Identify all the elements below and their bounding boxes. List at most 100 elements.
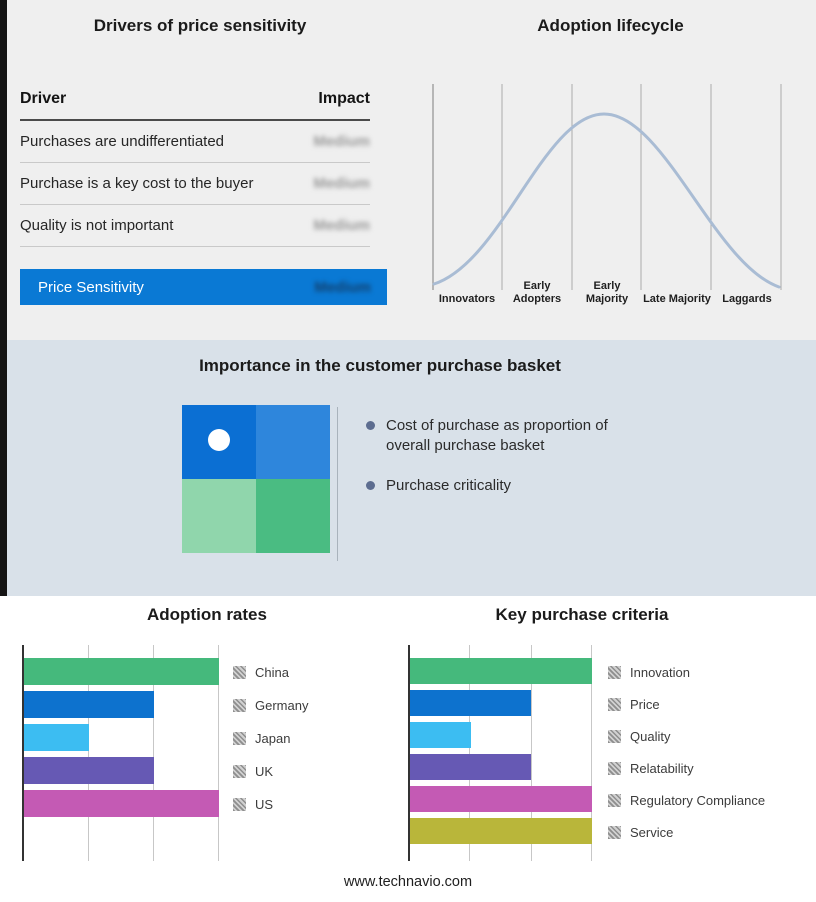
- bell-curve: [432, 112, 781, 289]
- legend-label: UK: [255, 764, 274, 779]
- price-sensitivity-summary-bar: Price Sensitivity Medium: [20, 269, 387, 305]
- legend-item-quality: Quality: [608, 729, 670, 744]
- gridline: [531, 645, 532, 861]
- driver-cell: Purchase is a key cost to the buyer: [20, 175, 254, 192]
- legend-item-relatability: Relatability: [608, 761, 694, 776]
- lifecycle-panel-title: Adoption lifecycle: [537, 16, 684, 35]
- bar-quality: [410, 722, 471, 748]
- legend-swatch-icon: [233, 798, 246, 811]
- legend-swatch-icon: [233, 666, 246, 679]
- legend-label: Quality: [630, 728, 671, 744]
- list-item: Cost of purchase as proportion of overal…: [366, 416, 656, 457]
- left-edge-strip: [0, 0, 7, 596]
- stage-label-innovators: Innovators: [438, 292, 496, 305]
- stage-label-early-majority: Early Majority: [585, 279, 629, 305]
- basket-bullet-list: Cost of purchase as proportion of overal…: [366, 416, 656, 515]
- adoption-rates-chart: [22, 645, 219, 861]
- legend-swatch-icon: [608, 665, 621, 679]
- bullet-icon: [366, 421, 375, 430]
- driver-cell: Purchases are undifferentiated: [20, 133, 225, 150]
- list-item: Purchase criticality: [366, 476, 656, 496]
- impact-cell-blurred: Medium: [313, 133, 370, 150]
- gridline: [469, 645, 470, 861]
- position-dot-icon: [208, 429, 230, 451]
- bell-curve-svg: [432, 84, 782, 290]
- bar-regulatory-compliance: [410, 786, 592, 812]
- drivers-table: Driver Impact Purchases are undifferenti…: [20, 90, 387, 305]
- driver-column-header: Driver: [20, 90, 67, 107]
- legend-item-us: US: [233, 797, 273, 812]
- legend-swatch-icon: [608, 697, 621, 711]
- table-row: Quality is not important Medium: [20, 205, 370, 247]
- legend-swatch-icon: [608, 761, 621, 775]
- legend-item-innovation: Innovation: [608, 665, 690, 680]
- legend-label: Germany: [255, 698, 309, 713]
- bullet-text: Purchase criticality: [386, 476, 512, 494]
- impact-cell-blurred: Medium: [313, 175, 370, 192]
- legend-item-germany: Germany: [233, 698, 308, 713]
- legend-swatch-icon: [233, 699, 246, 712]
- legend-label: Relatability: [630, 760, 694, 776]
- table-row: Purchases are undifferentiated Medium: [20, 121, 370, 163]
- bar-uk: [24, 757, 154, 784]
- quadrant-cell-bottom-right: [256, 479, 330, 553]
- adoption-rates-title: Adoption rates: [147, 605, 267, 624]
- quadrant-cell-bottom-left: [182, 479, 256, 553]
- bar-china: [24, 658, 219, 685]
- legend-label: Service: [630, 824, 674, 840]
- quadrant-cell-top-left: [182, 405, 256, 479]
- basket-panel-title: Importance in the customer purchase bask…: [199, 356, 561, 375]
- website-url: www.technavio.com: [343, 874, 473, 890]
- key-purchase-criteria-title: Key purchase criteria: [495, 605, 669, 624]
- gridline: [153, 645, 154, 861]
- quadrant-divider-line: [337, 407, 338, 561]
- bar-relatability: [410, 754, 531, 780]
- legend-item-uk: UK: [233, 764, 273, 779]
- impact-column-header: Impact: [318, 90, 370, 107]
- legend-item-regulatory-compliance: Regulatory Compliance: [608, 793, 765, 808]
- legend-label: Price: [630, 696, 660, 712]
- legend-item-china: China: [233, 665, 289, 680]
- legend-label: China: [255, 665, 289, 680]
- legend-swatch-icon: [608, 825, 621, 839]
- drivers-panel-title: Drivers of price sensitivity: [93, 16, 307, 35]
- gridline: [218, 645, 219, 861]
- quadrant-cell-top-right: [256, 405, 330, 479]
- lifecycle-chart: [432, 84, 782, 290]
- legend-swatch-icon: [233, 765, 246, 778]
- axis-line: [22, 645, 24, 861]
- key-purchase-criteria-chart: [408, 645, 592, 861]
- legend-label: Regulatory Compliance: [630, 792, 766, 808]
- bar-price: [410, 690, 531, 716]
- gridline: [88, 645, 89, 861]
- stage-label-early-adopters: Early Adopters: [512, 279, 562, 305]
- legend-swatch-icon: [608, 793, 621, 807]
- bullet-text: Cost of purchase as proportion of overal…: [386, 417, 608, 455]
- bar-us: [24, 790, 219, 817]
- legend-item-service: Service: [608, 825, 673, 840]
- legend-swatch-icon: [608, 729, 621, 743]
- price-sensitivity-label: Price Sensitivity: [38, 278, 144, 296]
- axis-line: [408, 645, 410, 861]
- impact-cell-blurred: Medium: [313, 217, 370, 234]
- legend-label: Innovation: [630, 664, 690, 680]
- purchase-basket-quadrant: [182, 405, 330, 553]
- bullet-icon: [366, 480, 375, 490]
- driver-cell: Quality is not important: [20, 217, 174, 234]
- legend-label: Japan: [255, 731, 291, 746]
- drivers-table-header: Driver Impact: [20, 90, 370, 121]
- lifecycle-stage-labels: Innovators Early Adopters Early Majority…: [432, 274, 782, 306]
- table-row: Purchase is a key cost to the buyer Medi…: [20, 163, 370, 205]
- bar-japan: [24, 724, 89, 751]
- gridline: [591, 645, 592, 861]
- bar-service: [410, 818, 592, 844]
- middle-band-background: [0, 340, 816, 596]
- bar-innovation: [410, 658, 592, 684]
- stage-label-laggards: Laggards: [722, 292, 772, 305]
- legend-swatch-icon: [233, 732, 246, 745]
- legend-label: US: [255, 797, 274, 812]
- stage-label-late-majority: Late Majority: [643, 292, 711, 305]
- legend-item-japan: Japan: [233, 731, 290, 746]
- price-sensitivity-impact-blurred: Medium: [314, 278, 371, 296]
